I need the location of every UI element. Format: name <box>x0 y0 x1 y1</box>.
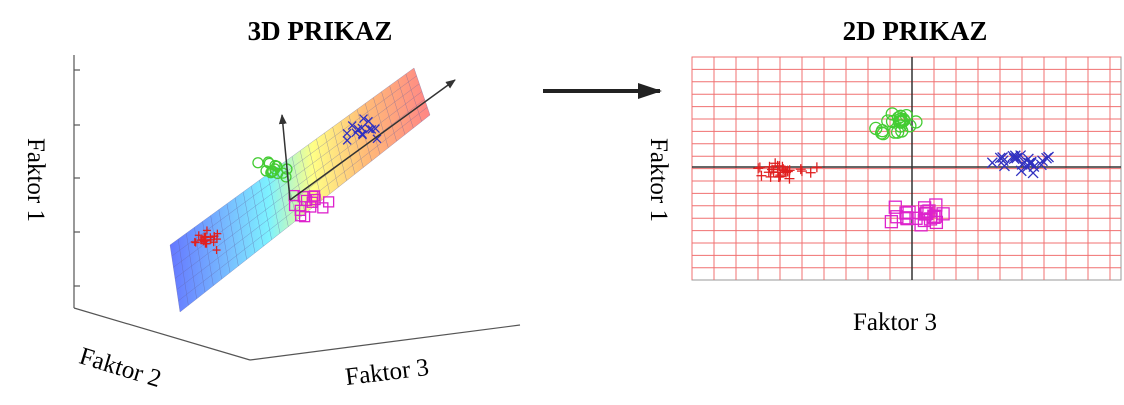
point-cross <box>1009 150 1021 162</box>
point-plus <box>766 164 777 175</box>
point-cross <box>372 134 382 144</box>
axis-faktor-2 <box>73 307 251 361</box>
point-circle <box>875 124 890 138</box>
point-cross <box>998 160 1010 172</box>
point-square <box>300 194 313 207</box>
point-circle <box>252 157 264 169</box>
axis-label-faktor-1-2d: Faktor 1 <box>645 138 672 222</box>
panel-3d: 3D PRIKAZ Faktor 1 Faktor 2 F <box>22 16 521 393</box>
point-cross <box>353 124 363 134</box>
point-cross <box>1008 153 1020 165</box>
axis-ticks <box>74 69 80 287</box>
axes-3d <box>73 55 521 361</box>
axis-label-faktor-1-3d: Faktor 1 <box>22 138 49 222</box>
point-square <box>920 204 934 219</box>
point-plus <box>210 232 219 241</box>
panel-3d-title: 3D PRIKAZ <box>248 16 393 46</box>
point-plus <box>200 236 209 245</box>
point-square <box>929 209 943 223</box>
point-plus <box>756 170 767 181</box>
axis-label-faktor-3-3d: Faktor 3 <box>344 354 431 391</box>
point-cross <box>1043 151 1054 163</box>
point-plus <box>754 162 765 173</box>
panel-2d: 2D PRIKAZ Faktor 1 Faktor 3 <box>645 16 1122 336</box>
point-square <box>936 207 950 221</box>
point-plus <box>202 226 211 235</box>
point-cross <box>997 152 1009 163</box>
point-plus <box>775 170 786 181</box>
point-plus <box>191 238 200 247</box>
point-plus <box>194 231 203 240</box>
point-square <box>298 211 311 223</box>
point-cross <box>1037 155 1048 167</box>
panel-2d-title: 2D PRIKAZ <box>843 16 988 46</box>
point-cross <box>359 114 368 124</box>
point-cross <box>1007 150 1019 162</box>
point-square <box>288 199 301 212</box>
point-plus <box>795 164 806 175</box>
point-plus <box>770 158 781 169</box>
point-cross <box>986 157 998 169</box>
axis-label-faktor-2: Faktor 2 <box>76 343 164 393</box>
regression-plane <box>169 67 431 313</box>
point-circle <box>269 159 281 172</box>
mesh-line <box>171 75 417 257</box>
point-plus <box>805 167 816 178</box>
point-cross <box>363 116 373 126</box>
mesh-line <box>178 106 428 302</box>
clusters-2d <box>753 107 1054 232</box>
point-cross <box>1025 156 1037 168</box>
mesh-line <box>169 67 415 246</box>
point-cross <box>347 121 357 130</box>
point-circle <box>266 166 278 178</box>
point-circle <box>262 156 274 168</box>
point-circle <box>885 114 900 129</box>
point-square <box>900 211 914 225</box>
point-plus <box>796 166 807 177</box>
axis-faktor-3 <box>249 324 521 361</box>
point-circle <box>280 171 292 183</box>
point-circle <box>893 119 908 133</box>
point-cross <box>342 135 352 145</box>
plane-mesh <box>169 67 431 313</box>
eigenvector-arrow-diagonal <box>289 79 456 201</box>
point-plus <box>212 246 221 255</box>
point-circle <box>896 112 911 127</box>
point-cross <box>371 124 380 134</box>
point-square <box>307 190 319 203</box>
point-plus <box>780 166 791 177</box>
eigenvector-arrow-up <box>278 114 291 201</box>
point-plus <box>782 165 793 176</box>
point-plus <box>811 162 822 173</box>
point-cross <box>1027 167 1039 179</box>
mesh-line <box>176 99 425 290</box>
point-cross <box>342 128 352 138</box>
mesh-line <box>174 91 423 279</box>
point-cross <box>994 152 1006 164</box>
point-plus <box>753 163 764 174</box>
point-square <box>899 206 913 220</box>
point-square <box>317 202 329 214</box>
point-plus <box>784 173 795 184</box>
point-square <box>309 193 321 206</box>
point-square <box>322 196 335 208</box>
point-circle <box>885 107 899 121</box>
plane-surface <box>170 68 430 312</box>
clusters-3d <box>190 114 382 255</box>
point-square <box>890 210 904 224</box>
axis-label-faktor-3-2d: Faktor 3 <box>853 309 937 336</box>
